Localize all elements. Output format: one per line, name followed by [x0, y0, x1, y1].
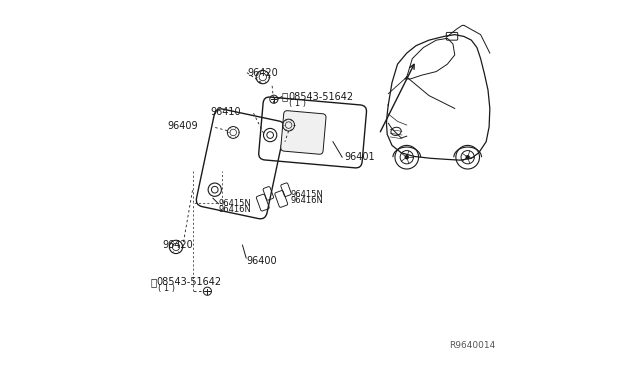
Text: 96415N: 96415N	[291, 190, 323, 199]
Circle shape	[465, 155, 470, 160]
Text: 96420: 96420	[247, 68, 278, 78]
Text: 96420: 96420	[162, 240, 193, 250]
Text: 08543-51642: 08543-51642	[157, 277, 222, 287]
Text: 96400: 96400	[246, 256, 276, 266]
Text: Ⓢ: Ⓢ	[150, 277, 156, 287]
Text: 96410: 96410	[210, 107, 241, 117]
Circle shape	[404, 155, 409, 160]
Text: 96416N: 96416N	[291, 196, 323, 205]
Text: 96416N: 96416N	[219, 205, 252, 215]
Text: 96401: 96401	[344, 152, 374, 162]
Text: 96415N: 96415N	[219, 199, 252, 208]
Text: 08543-51642: 08543-51642	[288, 92, 353, 102]
Text: R9640014: R9640014	[449, 341, 495, 350]
Text: Ⓢ: Ⓢ	[282, 92, 288, 102]
Text: ( 1 ): ( 1 )	[289, 99, 307, 108]
Text: 96409: 96409	[168, 121, 198, 131]
Text: ( 1 ): ( 1 )	[158, 284, 175, 293]
FancyBboxPatch shape	[281, 111, 326, 154]
